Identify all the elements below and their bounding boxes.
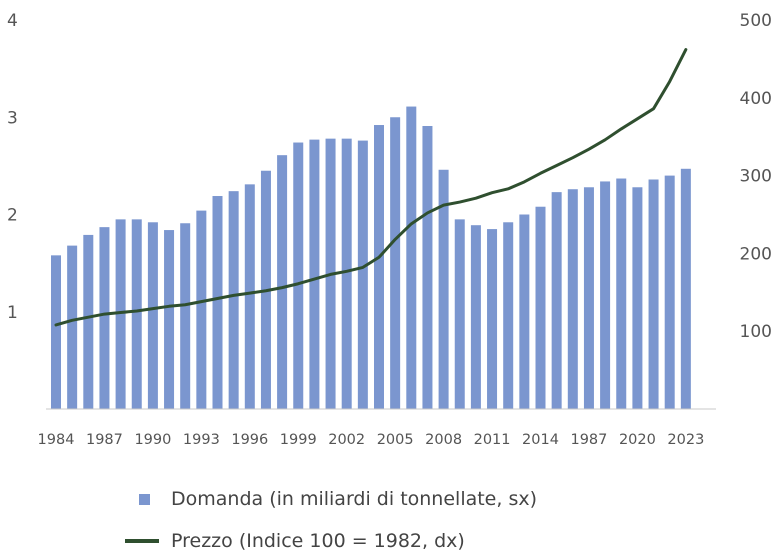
bar-1985 (67, 245, 78, 409)
bar-2007 (422, 126, 433, 409)
bar-2012 (503, 222, 514, 409)
x-tick-8: 2008 (425, 432, 462, 448)
x-tick-0: 1984 (38, 432, 75, 448)
bar-1988 (115, 219, 126, 409)
legend-line-swatch (125, 539, 159, 543)
x-tick-6: 2002 (328, 432, 365, 448)
bar-2021 (648, 179, 659, 409)
bar-1986 (83, 234, 94, 409)
y-left-tick-3: 3 (7, 108, 18, 128)
y-right-tick-100: 100 (740, 322, 772, 342)
bar-1987 (99, 227, 110, 409)
legend-item-demand: Domanda (in miliardi di tonnellate, sx) (125, 488, 537, 510)
bar-1999 (293, 142, 304, 409)
x-tick-13: 2023 (667, 432, 704, 448)
x-tick-9: 2011 (474, 432, 511, 448)
bar-2006 (406, 106, 417, 410)
bar-2017 (583, 187, 594, 409)
legend-bar-swatch (139, 493, 150, 505)
bar-2002 (341, 138, 352, 409)
y-right-tick-500: 500 (740, 11, 772, 31)
legend-item-price: Prezzo (Indice 100 = 1982, dx) (125, 530, 465, 552)
x-tick-2: 1990 (134, 432, 171, 448)
y-left-tick-2: 2 (7, 206, 18, 226)
y-left-tick-1: 1 (7, 303, 18, 323)
bar-2020 (632, 187, 643, 409)
bar-1991 (164, 230, 175, 409)
bar-1984 (51, 255, 61, 409)
bar-2016 (567, 189, 578, 409)
bar-1993 (196, 210, 207, 409)
bar-2014 (535, 206, 546, 409)
bar-2005 (390, 117, 401, 409)
bar-2004 (374, 125, 384, 409)
x-tick-11: 1987 (570, 432, 607, 448)
bar-2003 (357, 140, 368, 409)
bar-2022 (664, 175, 675, 409)
bar-1996 (244, 184, 255, 409)
x-tick-1: 1987 (86, 432, 123, 448)
bar-1994 (212, 196, 223, 409)
bar-2008 (438, 169, 449, 409)
x-tick-4: 1996 (231, 432, 268, 448)
y-right-tick-400: 400 (740, 89, 772, 109)
x-tick-7: 2005 (377, 432, 414, 448)
x-tick-3: 1993 (183, 432, 220, 448)
bar-1998 (277, 155, 288, 409)
bar-2015 (551, 192, 562, 409)
x-tick-12: 2020 (619, 432, 656, 448)
price-line (54, 48, 688, 327)
bar-1990 (147, 222, 158, 409)
y-right-tick-300: 300 (740, 167, 772, 187)
bar-2013 (519, 214, 530, 409)
bar-2000 (309, 139, 320, 409)
bar-1992 (180, 223, 191, 409)
bar-2019 (616, 178, 627, 409)
y-right-tick-200: 200 (740, 244, 772, 264)
x-tick-10: 2014 (522, 432, 559, 448)
bar-1989 (131, 219, 142, 409)
legend-bar-label: Domanda (in miliardi di tonnellate, sx) (171, 488, 538, 510)
x-tick-5: 1999 (280, 432, 317, 448)
legend-line-label: Prezzo (Indice 100 = 1982, dx) (171, 530, 465, 552)
bar-1995 (228, 191, 239, 409)
bar-2009 (454, 219, 465, 409)
y-left-tick-4: 4 (7, 11, 18, 31)
chart-canvas: 4 3 2 1 500 400 300 200 100 1984 1987 1990 1993 1996 1… (7, 11, 772, 448)
bar-2018 (600, 181, 611, 409)
bar-2023 (680, 168, 691, 409)
bar-2010 (470, 225, 481, 409)
bar-2011 (487, 229, 498, 409)
